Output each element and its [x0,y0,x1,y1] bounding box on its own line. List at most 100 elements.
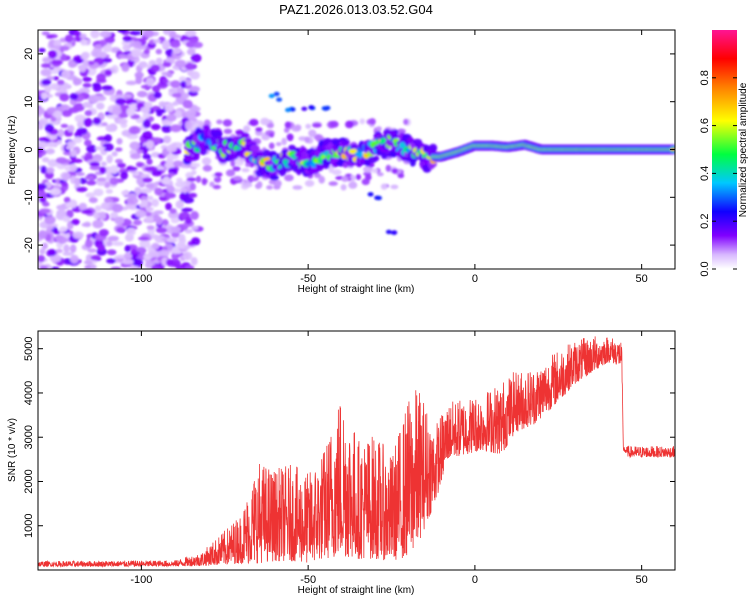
spectrogram-cell [78,87,90,95]
spectrogram-cell [174,181,187,188]
spectrogram-cell [88,94,100,104]
spectrogram-cell [82,82,92,88]
spectrogram-cell [116,254,126,259]
spectrogram-cell [132,40,142,49]
spectrogram-cell [269,174,279,181]
spectrogram-cell [173,160,183,167]
spectrogram-cell [172,101,179,106]
colorbar-gradient [712,30,737,269]
spectrogram-cell [60,123,69,128]
spectrogram-cell [376,195,382,201]
spectrogram-cell [115,98,126,105]
spectrogram-cell [126,196,139,205]
spectrogram-cell [145,207,154,212]
spectrogram-cell [99,166,107,174]
x-tick-label: -50 [300,273,316,285]
spectrogram-cell [81,209,93,214]
spectrogram-cell [110,211,119,219]
spectrogram-cell [225,169,236,177]
spectrogram-cell [156,111,163,117]
spectrogram-cell [150,64,160,73]
spectrogram-cell [39,248,46,255]
spectrogram-cell [96,73,106,82]
spectrogram-cell [86,180,97,186]
spectrogram-cell [94,205,102,212]
spectrogram-cell [165,202,172,211]
spectrogram-cell [94,44,102,49]
spectrogram-cell [191,170,197,176]
spectrogram-cell [183,251,193,261]
spectrogram-y-axis-title: Frequency (Hz) [7,116,18,185]
spectrogram-cell [130,153,142,160]
spectrogram-cell [69,163,78,172]
spectrogram-cell [308,105,315,110]
spectrogram-cell [284,174,294,182]
spectrogram-cell [96,177,107,182]
spectrogram-cell [41,63,51,69]
spectrogram-cell [185,62,194,71]
spectrogram-cell [228,153,239,160]
spectrogram-cell [89,165,102,171]
spectrogram-cell [140,106,150,113]
spectrogram-cell [41,242,48,250]
spectrogram-cell [268,179,276,185]
spectrogram-cell [146,158,153,165]
spectrogram-cell [147,195,154,201]
spectrogram-cell [185,216,192,225]
spectrogram-cell [131,50,141,58]
spectrogram-cell [161,40,170,49]
spectrogram-cell [202,124,211,130]
spectrogram-cell [179,192,186,202]
spectrogram-cell [55,157,68,164]
spectrogram-cell [87,248,97,253]
spectrogram-cell [184,155,195,162]
spectrogram-cell [47,225,54,230]
spectrogram-cell [146,225,155,230]
spectrogram-cell [191,237,201,246]
spectrogram-cell [115,158,123,164]
spectrogram-cell [105,188,113,194]
spectrogram-cell [329,120,339,128]
spectrogram-cell [367,192,374,197]
spectrogram-cell [106,249,117,256]
spectrogram-image [38,30,675,269]
spectrogram-cell [92,154,103,163]
spectrogram-cell [73,136,83,144]
spectrogram-x-axis-title: Height of straight line (km) [298,284,415,295]
spectrogram-cell [126,166,138,171]
spectrogram-cell [38,183,47,190]
spectrogram-cell [242,183,253,188]
spectrogram-cell [55,234,64,242]
spectrogram-cell [132,258,144,267]
spectrogram-cell [38,137,50,142]
spectrogram-cell [195,175,202,183]
spectrogram-cell [165,259,174,267]
spectrogram-cell [268,142,275,150]
spectrogram-cell [168,167,179,173]
spectrogram-cell [371,168,379,173]
spectrogram-cell [376,126,382,132]
spectrogram-cell [284,121,292,129]
colorbar-tick-label: 0.6 [699,118,711,133]
spectrogram-cell [107,235,120,242]
spectrogram-cell [62,251,74,256]
snr-x-axis-title: Height of straight line (km) [298,585,415,596]
spectrogram-cell [341,177,349,182]
snr-series-line [38,336,675,568]
spectrogram-cell [153,39,162,44]
spectrogram-cell [385,164,392,172]
spectrogram-cell [261,134,270,141]
spectrogram-cell [38,230,48,239]
spectrogram-cell [142,119,151,129]
y-tick-label: 10 [23,96,35,108]
spectrogram-cell [46,34,54,39]
y-tick-label: -10 [23,189,35,205]
spectrogram-cell [385,229,392,235]
spectrogram-cell [39,208,51,214]
colorbar-ticks: 0.0 0.2 0.4 0.6 0.8 [699,70,737,277]
spectrogram-cell [70,244,77,253]
spectrogram-cell [163,135,172,144]
spectrogram-cell [86,144,97,153]
spectrogram-cell [38,191,47,198]
spectrogram-cell [53,45,63,50]
